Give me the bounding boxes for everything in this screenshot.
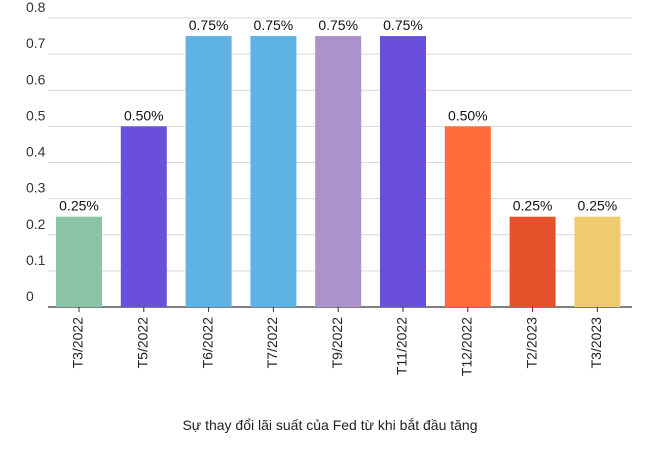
- y-tick-label: 0.5: [26, 107, 46, 123]
- y-tick-label: 0.1: [26, 252, 46, 268]
- x-tick-label: T6/2022: [199, 317, 215, 369]
- data-label: 0.75%: [254, 17, 294, 33]
- y-axis-ticks: 0 0.1 0.2 0.3 0.4 0.5 0.6 0.7 0.8: [26, 0, 46, 304]
- x-tick-label: T11/2022: [394, 317, 410, 375]
- y-tick-label: 0.4: [26, 144, 46, 160]
- bar: [185, 36, 232, 307]
- x-tick-label: T9/2022: [329, 317, 345, 369]
- x-tick-label: T2/2023: [523, 317, 539, 369]
- x-tick-label: T5/2022: [135, 317, 151, 369]
- y-tick-label: 0.8: [26, 0, 46, 15]
- bar: [380, 36, 426, 307]
- x-tick-label: T3/2022: [70, 317, 86, 369]
- bar: [56, 216, 102, 307]
- bar: [574, 216, 621, 307]
- data-labels: 0.25% 0.50% 0.75% 0.75% 0.75% 0.75% 0.50% 0.25%…: [59, 17, 617, 214]
- bar: [120, 126, 167, 307]
- y-tick-label: 0: [26, 288, 34, 304]
- data-label: 0.25%: [578, 198, 618, 214]
- bars: [56, 36, 621, 307]
- y-tick-label: 0.7: [26, 35, 46, 51]
- x-tick-label: T3/2023: [588, 317, 604, 369]
- bar: [444, 126, 491, 307]
- data-label: 0.25%: [59, 198, 99, 214]
- data-label: 0.50%: [448, 107, 488, 123]
- x-axis-ticks: T3/2022 T5/2022 T6/2022 T7/2022 T9/2022 T11/2…: [70, 307, 604, 376]
- x-tick-label: T7/2022: [264, 317, 280, 369]
- data-label: 0.25%: [513, 198, 553, 214]
- bar: [250, 36, 297, 307]
- data-label: 0.75%: [383, 17, 423, 33]
- y-tick-label: 0.2: [26, 216, 46, 232]
- y-tick-label: 0.3: [26, 180, 46, 196]
- x-tick-label: T12/2022: [459, 317, 475, 376]
- bar: [509, 216, 556, 307]
- bar: [315, 36, 362, 307]
- chart-caption: Sự thay đổi lãi suất của Fed từ khi bắt …: [182, 417, 477, 433]
- data-label: 0.75%: [318, 17, 358, 33]
- data-label: 0.75%: [189, 17, 229, 33]
- y-tick-label: 0.6: [26, 71, 46, 87]
- data-label: 0.50%: [124, 107, 164, 123]
